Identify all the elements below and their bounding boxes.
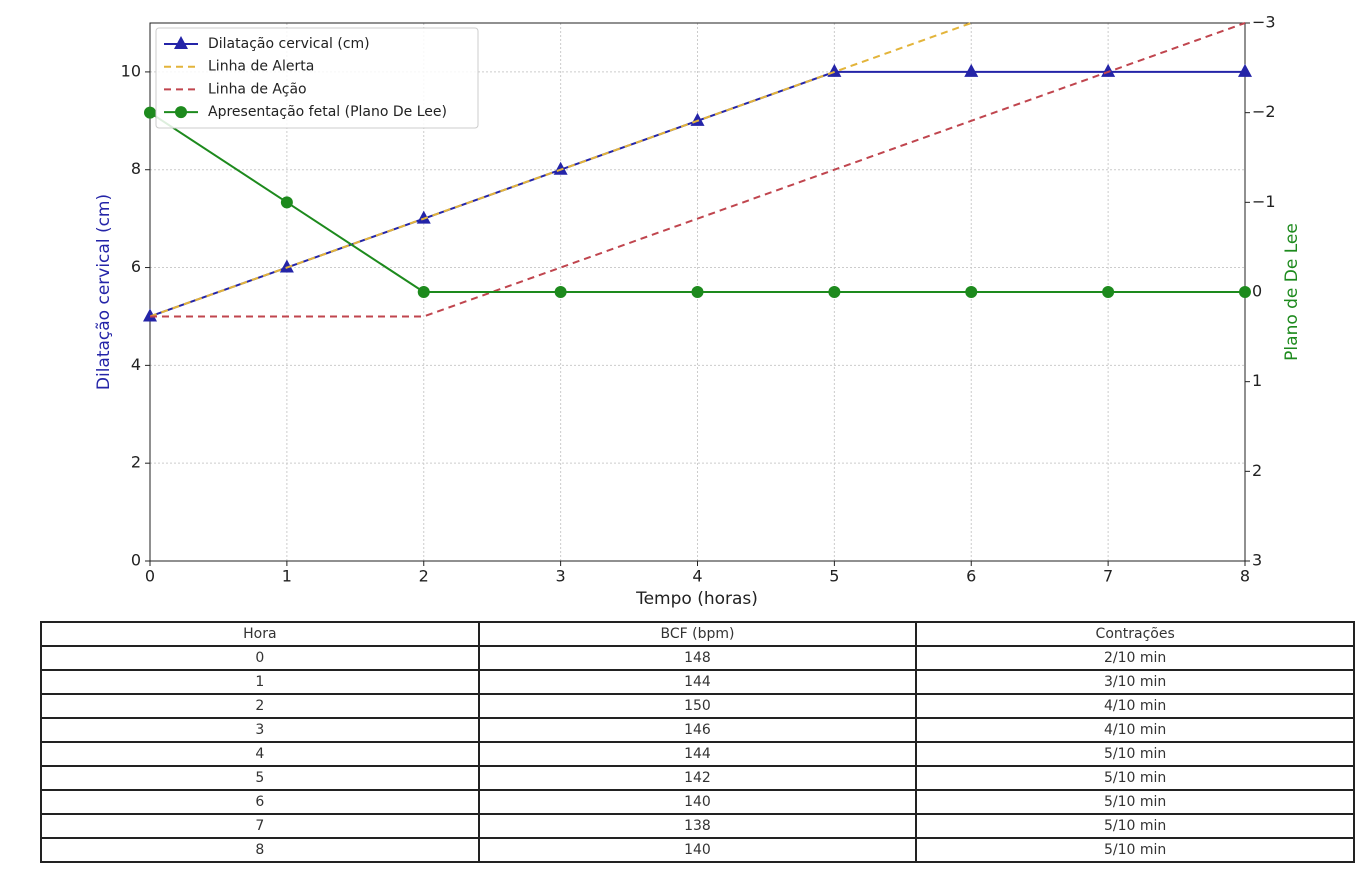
header-cell: Hora [40,621,480,647]
cell: 144 [477,669,918,695]
cell: 5/10 min [915,789,1355,815]
x-tick-label: 5 [829,567,839,586]
y2-axis-label: Plano de De Lee [1282,223,1302,361]
y-tick-label: 6 [131,257,141,276]
cell: 5/10 min [915,837,1355,863]
cell: 150 [477,693,918,719]
cell: 4/10 min [915,693,1355,719]
data-table: Hora BCF (bpm) Contrações 0 148 2/10 min 1 144 3… [40,621,1355,863]
point [964,63,979,77]
cell: 138 [477,813,918,839]
point [280,196,293,209]
x-axis-label: Tempo (horas) [635,589,758,609]
header-row: Hora BCF (bpm) Contrações [40,621,1355,647]
y-tick-label: 2 [131,453,141,472]
cell: 6 [40,789,480,815]
legend-box [155,27,479,129]
table-row: 7 138 5/10 min [40,813,1355,839]
legend-label: Linha de Alerta [208,59,314,75]
y2-tick-label: −3 [1252,13,1276,32]
table-row: 4 144 5/10 min [40,741,1355,767]
chart: Tempo (horas) Dilatação cervical (cm) Pl… [94,13,1302,610]
table-row: 6 140 5/10 min [40,789,1355,815]
table-row: 8 140 5/10 min [40,837,1355,863]
y-axis-label: Dilatação cervical (cm) [94,194,114,390]
y2-tick-label: 2 [1252,461,1262,480]
y-tick-label: 10 [121,61,141,80]
point [1239,286,1251,298]
y2-tick-label: −2 [1252,102,1276,121]
legend-label: Linha de Ação [208,81,307,97]
point [827,63,842,77]
point [554,286,567,298]
legend: Dilatação cervical (cm) Linha de Alerta Li… [155,27,479,129]
cell: 7 [40,813,480,839]
table-row: 2 150 4/10 min [40,693,1355,719]
point [691,286,704,298]
cell: 8 [40,837,480,863]
x-tick-label: 6 [966,567,976,586]
y-tick-label: 4 [131,355,141,374]
legend-label: Dilatação cervical (cm) [208,36,370,52]
series-line [150,22,972,318]
point [1102,286,1115,298]
series-line [150,22,1246,318]
x-tick-label: 3 [556,567,566,586]
point [416,210,431,224]
y2-tick-label: 3 [1252,551,1262,570]
x-tick-label: 8 [1240,567,1250,586]
cell: 148 [477,645,918,671]
cell: 4/10 min [915,717,1355,743]
point [279,259,294,273]
table-row: 3 146 4/10 min [40,717,1355,743]
x-tick-label: 7 [1103,567,1113,586]
point [144,106,156,119]
y-tick-label: 0 [131,551,141,570]
cell: 140 [477,789,918,815]
legend-marker [174,36,188,49]
cell: 0 [40,645,480,671]
table-row: 1 144 3/10 min [40,669,1355,695]
x-tick-label: 2 [419,567,429,586]
cell: 3/10 min [915,669,1355,695]
point [828,286,841,298]
cell: 5/10 min [915,765,1355,791]
legend-label: Apresentação fetal (Plano De Lee) [208,104,447,120]
y2-tick-label: 0 [1252,282,1262,301]
point [143,308,157,322]
cell: 5 [40,765,480,791]
y2-tick-label: −1 [1252,192,1276,211]
x-tick-label: 4 [692,567,702,586]
table-row: 5 142 5/10 min [40,765,1355,791]
cell: 2/10 min [915,645,1355,671]
cell: 5/10 min [915,741,1355,767]
x-tick-label: 0 [145,567,155,586]
x-tick-label: 1 [282,567,292,586]
cell: 1 [40,669,480,695]
cell: 142 [477,765,918,791]
cell: 144 [477,741,918,767]
cell: 2 [40,693,480,719]
point [1101,63,1116,77]
cell: 4 [40,741,480,767]
point [1238,63,1252,77]
point [417,286,430,298]
header-cell: BCF (bpm) [477,621,918,647]
y-tick-label: 8 [131,159,141,178]
table-row: 0 148 2/10 min [40,645,1355,671]
point [965,286,978,298]
cell: 146 [477,717,918,743]
y2-tick-label: 1 [1252,371,1262,390]
cell: 140 [477,837,918,863]
cell: 5/10 min [915,813,1355,839]
cell: 3 [40,717,480,743]
legend-marker [175,106,187,119]
header-cell: Contrações [915,621,1355,647]
